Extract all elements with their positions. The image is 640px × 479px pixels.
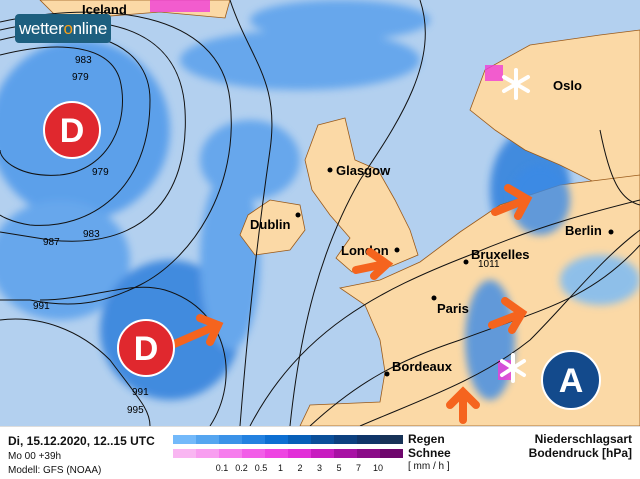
low-pressure-symbol: D <box>43 101 101 159</box>
city-oslo: Oslo <box>553 78 582 93</box>
color-swatch <box>265 449 288 458</box>
scale-tick: 1 <box>277 463 284 473</box>
high-pressure-symbol: A <box>541 350 601 410</box>
city-glasgow: Glasgow <box>336 163 391 178</box>
arrow-icon <box>352 248 394 280</box>
scale-tick: 0.2 <box>235 463 248 473</box>
isobar-label: 991 <box>33 301 50 312</box>
isobar-label: 979 <box>92 167 109 178</box>
arrow-icon <box>491 184 533 220</box>
arrow-icon <box>168 314 224 349</box>
land-great-britain <box>304 117 419 273</box>
color-swatch <box>380 449 403 458</box>
color-swatch <box>242 449 265 458</box>
color-swatch <box>265 435 288 444</box>
svg-text:A: A <box>559 362 584 400</box>
city-bruxelles: Bruxelles <box>471 247 530 262</box>
rain-label: Regen <box>408 432 445 446</box>
cities: Iceland Oslo Glasgow Dublin London Bruxe… <box>82 2 614 377</box>
color-swatch <box>334 435 357 444</box>
scale-tick: 0.5 <box>254 463 268 473</box>
unit-label: [ mm / h ] <box>408 461 450 472</box>
isobar-label: 979 <box>72 72 89 83</box>
color-swatch <box>173 449 196 458</box>
color-swatch <box>334 449 357 458</box>
city-dublin: Dublin <box>250 217 290 232</box>
isobar-label: 1011 <box>478 259 500 270</box>
isobar-label: 983 <box>75 55 92 66</box>
scale-tick: 3 <box>316 463 323 473</box>
label-iceland: Iceland <box>82 2 127 17</box>
scale-tick: 0.1 <box>215 463 229 473</box>
color-swatch <box>196 435 219 444</box>
color-swatch <box>311 435 334 444</box>
color-swatch <box>242 435 265 444</box>
isobar-label: 991 <box>132 387 149 398</box>
color-swatch <box>219 449 242 458</box>
scale-tick: 2 <box>297 463 303 473</box>
scale-tick: 10 <box>372 463 384 473</box>
color-swatch <box>288 435 311 444</box>
model-run: Mo 00 +39h <box>8 451 62 462</box>
snow-label: Schnee <box>408 446 451 460</box>
snowflake-icon <box>502 68 530 100</box>
color-swatch <box>196 449 219 458</box>
city-bordeaux: Bordeaux <box>392 359 453 374</box>
color-swatch <box>380 435 403 444</box>
color-swatch <box>311 449 334 458</box>
color-swatch <box>357 435 380 444</box>
scale-tick: 7 <box>355 463 362 473</box>
legend-panel: Di, 15.12.2020, 12..15 UTC Mo 00 +39h Mo… <box>0 426 640 479</box>
weather-map[interactable]: 983 979 979 983 987 991 991 995 1011 Ice… <box>0 0 640 426</box>
svg-text:D: D <box>134 330 159 368</box>
color-swatch <box>219 435 242 444</box>
map-canvas: 983 979 979 983 987 991 991 995 1011 Ice… <box>0 0 640 426</box>
rain-color-scale <box>173 435 403 444</box>
color-swatch <box>288 449 311 458</box>
isobar-label: 983 <box>83 229 100 240</box>
color-swatch <box>357 449 380 458</box>
scale-tick: 5 <box>336 463 342 473</box>
arrow-icon <box>488 297 528 334</box>
land-ireland <box>239 199 306 256</box>
legend-title-pressure: Bodendruck [hPa] <box>528 446 632 460</box>
snowflake-icon <box>500 353 526 383</box>
isobar-label: 987 <box>43 237 60 248</box>
city-berlin: Berlin <box>565 223 602 238</box>
legend-title-type: Niederschlagsart <box>534 432 632 446</box>
forecast-date: Di, 15.12.2020, 12..15 UTC <box>8 434 155 448</box>
svg-text:D: D <box>60 112 85 150</box>
arrow-icon <box>446 386 480 424</box>
city-paris: Paris <box>437 301 469 316</box>
isobars: 983 979 979 983 987 991 991 995 1011 <box>0 0 640 426</box>
low-pressure-symbol: D <box>117 319 175 377</box>
wetteronline-logo[interactable]: wetteronline <box>15 14 111 43</box>
color-swatch <box>173 435 196 444</box>
land-scandinavia <box>469 29 640 191</box>
isobar-label: 995 <box>127 405 144 416</box>
wind-arrows <box>168 184 533 424</box>
snow-color-scale <box>173 449 403 458</box>
model-name: Modell: GFS (NOAA) <box>8 465 102 476</box>
